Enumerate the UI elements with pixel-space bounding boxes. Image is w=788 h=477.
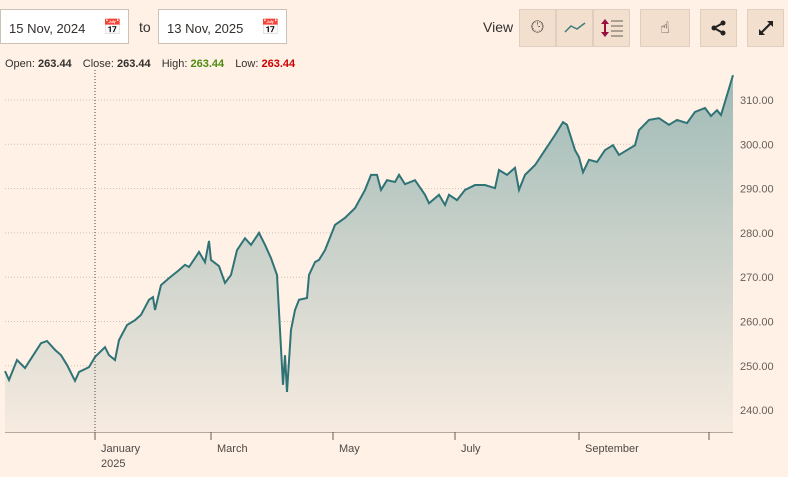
line-view-button[interactable] [556,9,593,47]
expand-button[interactable] [747,9,784,47]
share-button[interactable] [700,9,737,47]
low-value: 263.44 [261,58,296,70]
area-fill [5,75,733,432]
calendar-icon[interactable]: 📅 [261,19,280,36]
x-tick-year: 2025 [101,458,125,470]
to-label: to [139,19,151,35]
view-label: View [483,19,514,35]
y-tick-label: 250.00 [740,361,774,373]
comparison-button[interactable] [593,9,630,47]
ohlc-summary: Open: 263.44 Close: 263.44 High: 263.44 … [5,58,303,70]
open-value: 263.44 [38,58,72,70]
to-date-value: 13 Nov, 2025 [167,21,244,36]
time-view-button[interactable]: 🕒︎ [519,9,556,47]
expand-icon [758,21,773,35]
x-tick-label: March [217,443,248,455]
comparison-icon [600,19,623,37]
x-tick-label: May [339,443,360,455]
y-tick-label: 260.00 [740,317,774,329]
from-date-input[interactable]: 15 Nov, 2024 📅 [0,9,129,44]
interactive-price-icon: ☝︎ [660,20,670,37]
price-line [4,74,734,393]
to-date-input[interactable]: 13 Nov, 2025 📅 [158,9,287,44]
open-label: Open: [5,58,35,70]
share-icon [711,20,725,36]
interactive-button[interactable]: ☝︎ [640,9,690,47]
close-label: Close: [82,58,114,70]
close-value: 263.44 [117,58,151,70]
high-value: 263.44 [190,58,225,70]
y-tick-label: 240.00 [740,405,774,417]
y-tick-label: 270.00 [740,272,774,284]
y-tick-label: 310.00 [740,95,774,107]
x-tick-label: January [101,443,141,455]
high-label: High: [161,58,188,70]
line-chart-icon [563,22,585,33]
y-tick-label: 290.00 [740,184,774,196]
y-tick-label: 300.00 [740,139,774,151]
calendar-icon[interactable]: 📅 [103,19,122,36]
x-tick-label: September [585,443,639,455]
low-label: Low: [235,58,259,70]
x-tick-label: July [461,443,481,455]
from-date-value: 15 Nov, 2024 [9,21,86,36]
y-tick-label: 280.00 [740,228,774,240]
clock-icon: 🕒︎ [531,19,544,36]
